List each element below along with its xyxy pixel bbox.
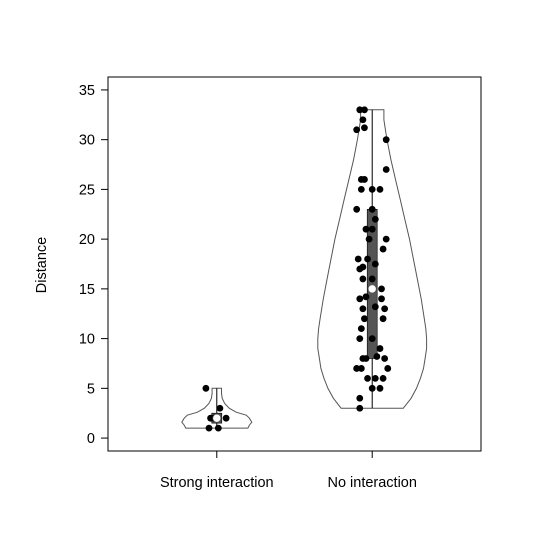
data-point — [384, 365, 392, 372]
data-point — [376, 384, 384, 392]
y-tick-label: 25 — [79, 182, 95, 198]
y-tick-label: 20 — [79, 232, 95, 248]
y-axis-title: Distance — [34, 237, 50, 293]
x-tick-label: Strong interaction — [160, 475, 274, 491]
data-point — [356, 335, 364, 343]
violin-group — [181, 384, 253, 432]
data-point — [356, 295, 364, 303]
data-point — [382, 235, 390, 243]
data-point — [368, 384, 376, 392]
data-point — [353, 365, 361, 372]
data-point — [376, 345, 384, 352]
data-point — [371, 260, 379, 268]
data-point — [361, 124, 368, 132]
data-point — [364, 255, 371, 263]
data-point — [382, 166, 390, 173]
data-point — [359, 275, 367, 283]
data-point — [205, 424, 213, 432]
x-tick-label: No interaction — [327, 475, 416, 491]
y-tick-label: 5 — [87, 381, 95, 397]
data-point — [356, 404, 364, 412]
data-point — [368, 275, 376, 283]
data-point — [382, 136, 390, 144]
y-tick-label: 35 — [79, 83, 95, 99]
data-point — [362, 293, 370, 301]
data-point — [371, 215, 379, 223]
data-point — [379, 315, 387, 323]
data-point — [361, 315, 368, 323]
data-point — [373, 353, 381, 360]
violins-layer — [181, 106, 428, 432]
data-point — [364, 374, 371, 382]
data-point — [371, 374, 379, 382]
data-point — [368, 205, 376, 213]
data-point — [359, 116, 367, 124]
data-point — [365, 235, 373, 243]
y-tick-label: 0 — [87, 431, 95, 447]
x-axis: Strong interaction No interaction — [160, 451, 417, 491]
y-axis: 0 5 10 15 20 25 30 35 — [79, 83, 109, 447]
data-point — [359, 263, 367, 271]
data-point — [356, 106, 364, 114]
data-point — [202, 384, 210, 392]
violin-outline — [181, 387, 253, 429]
median-marker — [367, 284, 377, 294]
data-point — [378, 285, 385, 293]
data-point — [359, 305, 367, 313]
data-point — [357, 365, 365, 372]
data-point — [353, 205, 361, 213]
data-point — [361, 106, 368, 114]
data-point — [361, 176, 368, 183]
data-point — [379, 245, 387, 253]
y-tick-label: 10 — [79, 332, 95, 348]
data-point — [381, 355, 389, 362]
median-marker — [212, 413, 222, 423]
data-point — [376, 185, 384, 193]
data-point — [354, 255, 362, 263]
y-tick-label: 15 — [79, 282, 95, 298]
y-tick-label: 30 — [79, 133, 95, 149]
data-point — [357, 325, 365, 333]
data-point — [216, 404, 224, 412]
data-point — [368, 335, 376, 343]
data-point — [356, 394, 364, 402]
data-point — [362, 225, 370, 233]
data-point — [368, 185, 376, 193]
data-point — [362, 355, 370, 362]
violin-group — [317, 106, 428, 412]
data-point — [378, 295, 385, 303]
plot-frame — [107, 76, 482, 452]
data-point — [379, 374, 387, 382]
data-point — [214, 424, 222, 432]
data-point — [222, 414, 230, 422]
data-point — [357, 185, 365, 193]
data-point — [381, 305, 389, 313]
data-point — [353, 126, 361, 134]
data-point — [371, 303, 379, 311]
data-point — [368, 225, 376, 233]
